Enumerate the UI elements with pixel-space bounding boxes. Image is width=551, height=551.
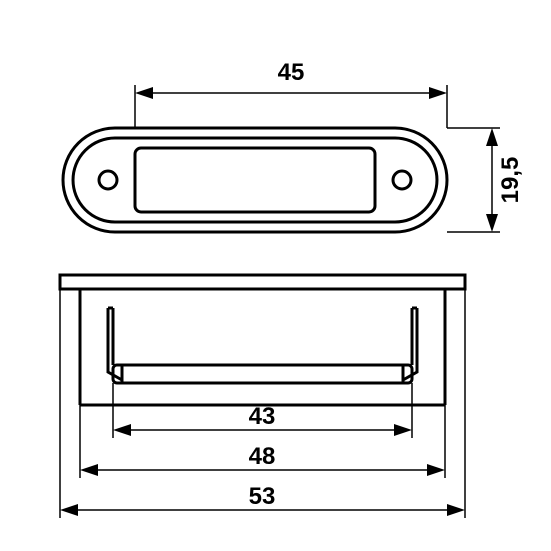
- dim-53-label: 53: [249, 483, 276, 510]
- dimension-43: 43: [113, 383, 412, 438]
- front-view: [60, 275, 465, 405]
- dim-43-label: 43: [249, 403, 276, 430]
- dim-195-label: 19,5: [497, 157, 524, 204]
- top-view: [63, 128, 447, 232]
- dim-48-label: 48: [249, 443, 276, 470]
- dim-45-label: 45: [278, 59, 305, 86]
- technical-drawing: 45 19,5: [0, 0, 551, 551]
- dimension-19-5: 19,5: [447, 128, 524, 232]
- dimension-45: 45: [135, 59, 447, 128]
